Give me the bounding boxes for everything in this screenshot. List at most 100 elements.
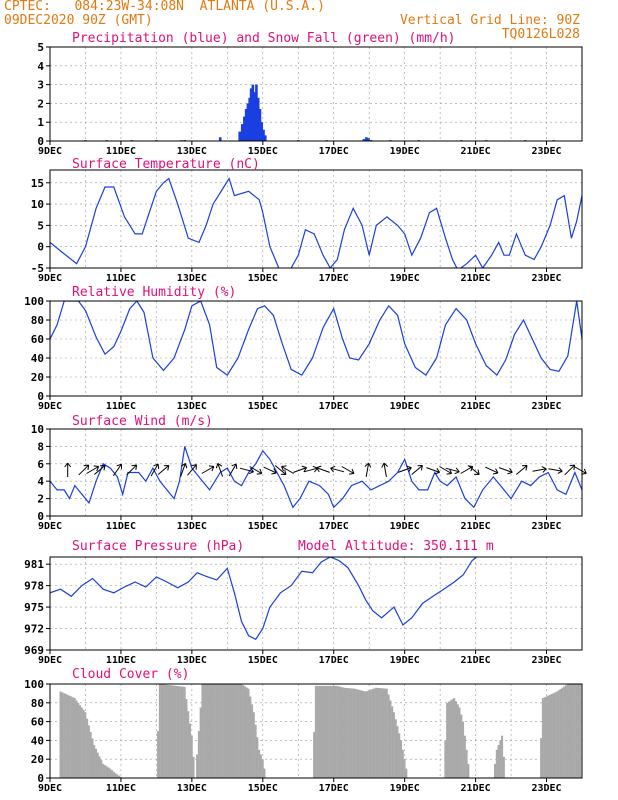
x-tick-label: 19DEC	[390, 783, 420, 794]
y-tick-label: 981	[24, 558, 44, 571]
y-tick-label: 2	[37, 97, 44, 110]
cloud-bar	[162, 684, 165, 778]
cloud-bar	[495, 749, 498, 778]
cloud-bar	[453, 698, 456, 778]
panel-title: Surface Pressure (hPa)	[72, 539, 244, 554]
cloud-bar	[339, 686, 342, 778]
cloud-bar	[371, 689, 374, 778]
y-tick-label: 4	[37, 60, 44, 73]
panel-1: 0 1 2 3 4 5 9DEC 11DEC 13DEC 15DEC 17DEC 19DEC 21DEC…	[37, 31, 583, 157]
cloud-bar	[550, 693, 553, 778]
x-tick-label: 11DEC	[106, 655, 136, 666]
cloud-bar	[61, 692, 64, 778]
cloud-bar	[449, 700, 452, 778]
cloud-bar	[66, 694, 69, 778]
panel-5: 969 972 975 978 981 9DEC 11DEC 13DEC 15DEC 17DEC 1…	[24, 539, 583, 666]
cloud-bar	[196, 754, 199, 778]
x-tick-label: 17DEC	[319, 273, 349, 284]
cloud-bar	[165, 684, 168, 778]
series-line	[50, 177, 582, 268]
cloud-bar	[380, 688, 383, 778]
cloud-bar	[82, 709, 85, 778]
cloud-bar	[373, 688, 376, 778]
cloud-bar	[84, 712, 87, 778]
y-tick-label: 80	[31, 314, 44, 327]
cloud-bar	[361, 690, 364, 778]
x-tick-label: 23DEC	[531, 401, 561, 412]
wind-arrow	[157, 465, 170, 475]
x-tick-label: 9DEC	[38, 273, 62, 284]
wind-arrow	[460, 465, 474, 474]
cloud-bar	[330, 685, 333, 778]
cloud-bar	[579, 684, 582, 778]
cloud-bar	[240, 684, 243, 778]
precip-bar	[253, 92, 256, 141]
cloud-bar	[573, 684, 576, 778]
cloud-bar	[320, 685, 323, 778]
y-tick-label: 6	[37, 458, 44, 471]
x-tick-label: 11DEC	[106, 521, 136, 532]
wind-arrow	[381, 462, 388, 477]
cloud-bar	[398, 733, 401, 778]
cloud-bar	[378, 688, 381, 778]
precip-bar	[218, 137, 222, 141]
x-tick-label: 23DEC	[531, 783, 561, 794]
cloud-bar	[238, 684, 241, 778]
x-tick-label: 15DEC	[248, 146, 278, 157]
y-tick-label: 3	[37, 79, 44, 92]
cloud-bar	[357, 689, 360, 778]
y-tick-label: -5	[31, 262, 44, 275]
cloud-bar	[348, 688, 351, 778]
cloud-bar	[465, 749, 468, 778]
cloud-bar	[171, 685, 174, 778]
cloud-bar	[79, 705, 82, 778]
cloud-bar	[501, 735, 504, 778]
cloud-bar	[316, 685, 319, 778]
cloud-bar	[199, 707, 202, 778]
wind-arrow	[187, 464, 197, 476]
cloud-bar	[224, 684, 227, 778]
precip-bar	[367, 138, 370, 141]
cloud-bar	[98, 756, 101, 778]
wind-arrow	[411, 465, 423, 475]
cloud-bar	[68, 695, 71, 778]
cloud-bar	[575, 684, 578, 778]
cloud-bar	[204, 684, 207, 778]
y-tick-label: 0	[37, 390, 44, 403]
cloud-bar	[252, 712, 255, 778]
cloud-bar	[559, 689, 562, 778]
cloud-bar	[210, 684, 213, 778]
wind-arrow	[445, 467, 460, 475]
x-tick-label: 11DEC	[106, 146, 136, 157]
y-tick-label: 20	[31, 753, 44, 766]
cloud-bar	[568, 684, 571, 778]
cloud-bar	[112, 771, 115, 778]
cloud-bar	[229, 684, 232, 778]
wind-arrow	[498, 467, 513, 475]
cloud-bar	[392, 712, 395, 778]
cloud-bar	[327, 685, 330, 778]
cloud-bar	[382, 688, 385, 778]
cloud-bar	[176, 686, 179, 778]
x-tick-label: 17DEC	[319, 401, 349, 412]
cloud-bar	[369, 689, 372, 778]
cloud-bar	[368, 690, 371, 778]
wind-arrow	[150, 463, 160, 477]
panel-frame	[49, 300, 583, 397]
x-tick-label: 9DEC	[38, 146, 62, 157]
x-tick-label: 19DEC	[390, 146, 420, 157]
wind-arrow	[516, 465, 528, 475]
wind-arrow	[274, 465, 287, 475]
cloud-bar	[463, 735, 466, 778]
x-tick-label: 13DEC	[177, 783, 207, 794]
y-tick-label: 0	[37, 772, 44, 785]
x-tick-label: 9DEC	[38, 521, 62, 532]
cloud-bar	[70, 696, 73, 778]
cloud-bar	[190, 735, 193, 778]
cloud-bar	[116, 774, 119, 778]
header-code: TQ0126L028	[501, 27, 580, 42]
panel-frame	[49, 46, 583, 142]
cloud-bar	[334, 685, 337, 778]
x-tick-label: 13DEC	[177, 273, 207, 284]
cloud-bar	[446, 702, 449, 778]
